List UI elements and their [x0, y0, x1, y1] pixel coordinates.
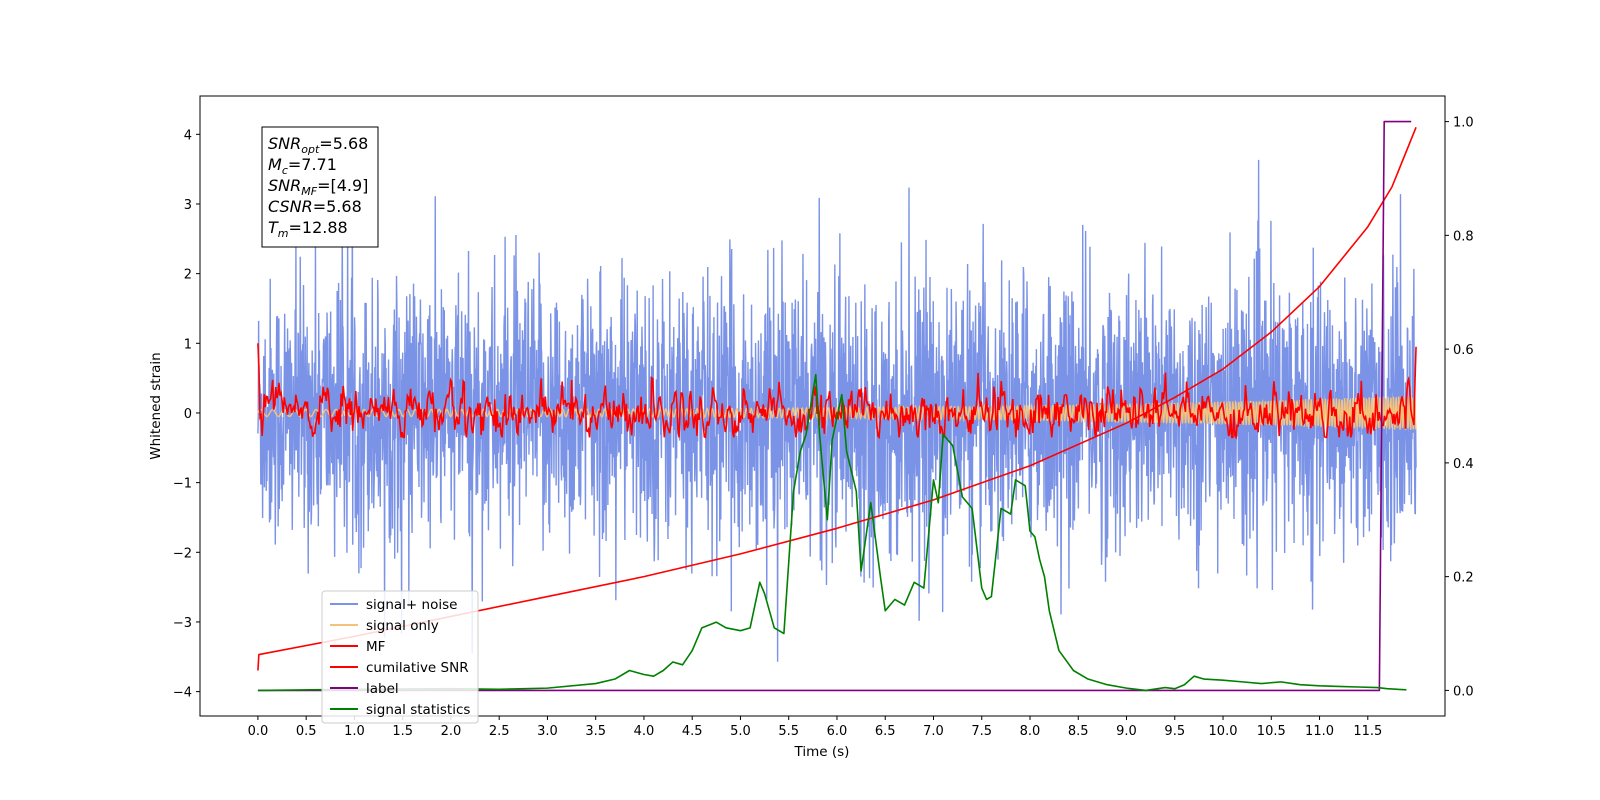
series-signal-only-line: [257, 395, 1417, 430]
series-mf-line: [257, 343, 1417, 440]
x-tick-label: 8.5: [1068, 724, 1089, 739]
info-value: =5.68: [313, 197, 362, 216]
info-row: SNRopt=5.68: [268, 134, 368, 156]
x-tick-label: 10.0: [1209, 724, 1238, 739]
info-subscript: c: [282, 164, 288, 177]
y-tick-label: −1: [173, 477, 192, 492]
y2-tick-label: 0.0: [1453, 684, 1474, 699]
y-tick-label: 4: [184, 128, 192, 143]
x-tick-label: 0.5: [296, 724, 317, 739]
x-tick-label: 7.5: [971, 724, 992, 739]
info-row: CSNR=5.68: [268, 197, 362, 216]
info-subscript: MF: [301, 185, 317, 198]
info-symbol: CSNR: [268, 197, 313, 216]
info-value: =12.88: [289, 218, 348, 237]
x-tick-label: 4.5: [682, 724, 703, 739]
info-box-frame: [261, 126, 379, 248]
info-subscript: opt: [301, 143, 320, 156]
legend-entry-label: signal only: [366, 618, 439, 634]
legend: signal+ noise signal only MF cumilative SNR…: [321, 590, 479, 724]
y-tick-label: −3: [173, 616, 192, 631]
x-tick-label: 5.5: [778, 724, 799, 739]
x-tick-label: 9.5: [1164, 724, 1185, 739]
y-tick-label: 3: [184, 198, 192, 213]
x-tick-label: 4.0: [634, 724, 655, 739]
x-tick-label: 0.0: [248, 724, 269, 739]
x-tick-label: 7.0: [923, 724, 944, 739]
x-tick-label: 1.5: [392, 724, 413, 739]
legend-entry-label: signal statistics: [366, 702, 470, 718]
y2-tick-label: 0.8: [1453, 229, 1474, 244]
x-axis: 0.0 0.5 1.0 1.5 2.0 2.5 3.0 3.5 4.0 4.5 5.0 5.5 6.0 6…: [248, 716, 1382, 739]
y-tick-label: −2: [173, 546, 192, 561]
x-tick-label: 11.5: [1353, 724, 1382, 739]
x-tick-label: 6.5: [875, 724, 896, 739]
series-signal-statistics-line: [257, 373, 1407, 692]
info-symbol: SNR: [268, 176, 301, 195]
info-symbol: SNR: [268, 134, 301, 153]
x-tick-label: 11.0: [1305, 724, 1334, 739]
y-axis-left: 4 3 2 1 0 −1 −2 −3 −4: [173, 128, 200, 701]
info-row: Mc=7.71: [268, 155, 337, 177]
y-axis-label: Whitened strain: [148, 352, 164, 459]
legend-entry-label: cumilative SNR: [366, 660, 469, 676]
x-tick-label: 2.5: [489, 724, 510, 739]
info-symbol: T: [268, 218, 279, 237]
info-subscript: m: [278, 227, 289, 240]
legend-entry-label: signal+ noise: [366, 597, 457, 613]
y2-tick-label: 0.2: [1453, 571, 1474, 586]
x-tick-label: 1.0: [344, 724, 365, 739]
y2-tick-label: 1.0: [1453, 116, 1474, 131]
x-tick-label: 2.0: [441, 724, 462, 739]
x-tick-label: 3.5: [585, 724, 606, 739]
info-value: =5.68: [319, 134, 368, 153]
x-tick-label: 6.0: [827, 724, 848, 739]
series-label-line: [257, 120, 1412, 692]
y2-tick-label: 0.4: [1453, 457, 1474, 472]
series-signal-noise-line: [257, 159, 1417, 662]
x-tick-label: 9.0: [1116, 724, 1137, 739]
info-row: Tm=12.88: [268, 218, 348, 240]
x-tick-label: 5.0: [730, 724, 751, 739]
x-tick-label: 10.5: [1257, 724, 1286, 739]
x-axis-label: Time (s): [794, 744, 850, 760]
y-tick-label: 2: [184, 268, 192, 283]
info-box: SNRopt=5.68Mc=7.71SNRMF=[4.9]CSNR=5.68Tm…: [261, 126, 379, 248]
info-value: =7.71: [288, 155, 337, 174]
legend-entry-label: label: [366, 681, 399, 697]
y-axis-right: 1.0 0.8 0.6 0.4 0.2 0.0: [1445, 116, 1474, 699]
y-tick-label: −4: [173, 686, 192, 701]
legend-frame: [321, 590, 479, 724]
plot-frame: [199, 95, 1446, 717]
info-value: =[4.9]: [317, 176, 368, 195]
info-symbol: M: [268, 155, 282, 174]
x-tick-label: 3.0: [537, 724, 558, 739]
info-row: SNRMF=[4.9]: [268, 176, 368, 198]
x-tick-label: 8.0: [1020, 724, 1041, 739]
legend-entry-label: MF: [366, 639, 385, 655]
y2-tick-label: 0.6: [1453, 343, 1474, 358]
y-tick-label: 0: [184, 407, 192, 422]
y-tick-label: 1: [184, 337, 192, 352]
